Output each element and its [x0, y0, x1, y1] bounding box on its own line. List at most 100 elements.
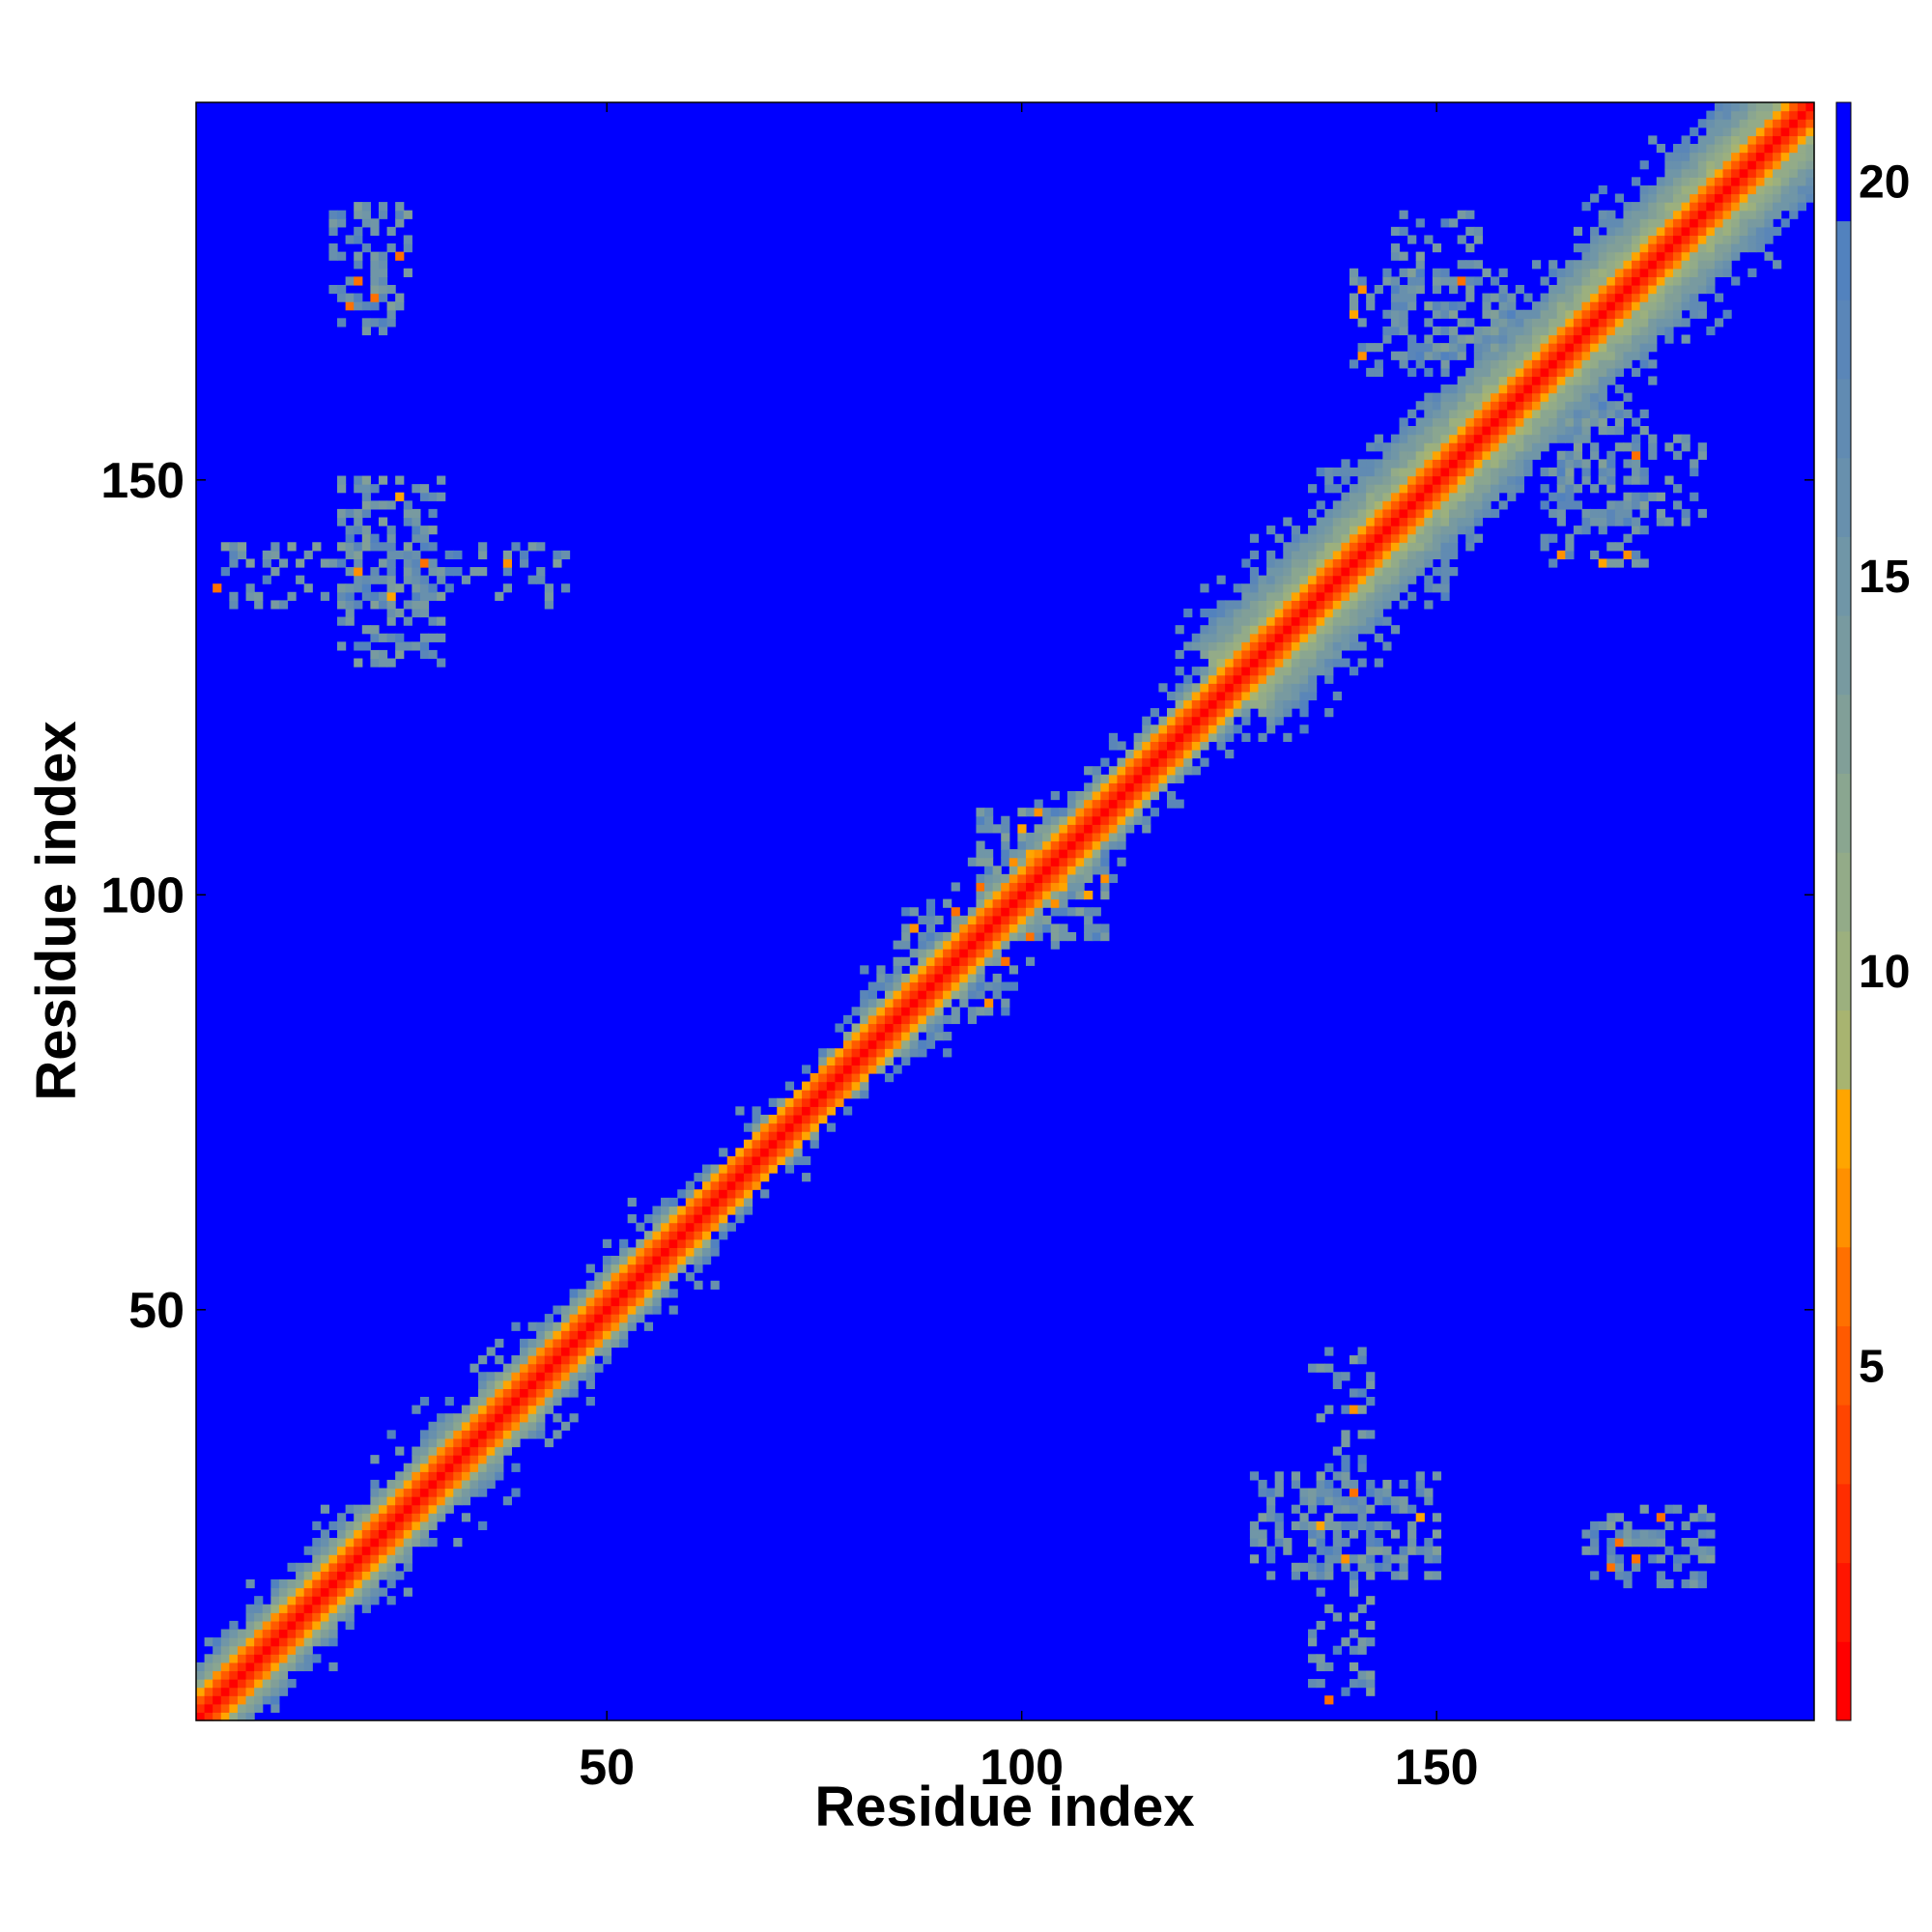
heatmap-cell	[1324, 649, 1334, 660]
heatmap-cell	[1299, 1496, 1309, 1506]
heatmap-cell	[412, 583, 421, 593]
heatmap-cell	[1374, 1546, 1383, 1555]
heatmap-cell	[1747, 218, 1757, 228]
heatmap-cell	[627, 1314, 637, 1323]
heatmap-cell	[1515, 459, 1524, 469]
heatmap-cell	[1491, 384, 1500, 394]
heatmap-cell	[1424, 351, 1434, 360]
heatmap-cell	[1084, 824, 1094, 834]
heatmap-cell	[1623, 268, 1633, 277]
heatmap-cell	[1050, 808, 1060, 817]
heatmap-cell	[1283, 616, 1293, 626]
heatmap-cell	[1025, 915, 1036, 924]
heatmap-cell	[196, 1703, 206, 1714]
heatmap-cell	[1639, 500, 1649, 510]
heatmap-cell	[677, 1264, 687, 1273]
heatmap-cell	[403, 1587, 412, 1597]
heatmap-cell	[1648, 343, 1658, 353]
heatmap-cell	[1349, 467, 1359, 477]
heatmap-cell	[1491, 417, 1500, 427]
heatmap-cell	[1382, 583, 1392, 593]
heatmap-cell	[1366, 367, 1376, 378]
heatmap-cell	[1283, 600, 1293, 610]
heatmap-cell	[1366, 1529, 1376, 1539]
heatmap-cell	[1581, 284, 1591, 295]
heatmap-cell	[478, 1455, 488, 1464]
heatmap-cell	[1374, 600, 1383, 610]
heatmap-cell	[1324, 667, 1334, 676]
heatmap-cell	[1780, 202, 1790, 212]
heatmap-cell	[1540, 500, 1549, 510]
heatmap-cell	[1415, 484, 1425, 494]
heatmap-cell	[1465, 417, 1475, 427]
heatmap-cell	[196, 1662, 206, 1672]
heatmap-cell	[1324, 475, 1334, 485]
heatmap-cell	[1697, 1504, 1707, 1514]
heatmap-cell	[1565, 326, 1575, 336]
heatmap-cell	[1639, 409, 1649, 419]
heatmap-cell	[984, 915, 994, 924]
heatmap-cell	[1100, 857, 1110, 867]
heatmap-cell	[578, 1372, 587, 1381]
heatmap-cell	[1241, 625, 1251, 635]
heatmap-cell	[1382, 309, 1392, 319]
heatmap-cell	[1308, 1679, 1318, 1689]
heatmap-cell	[1357, 550, 1367, 560]
heatmap-cell	[1108, 782, 1119, 792]
heatmap-cell	[337, 218, 347, 228]
heatmap-cell	[1531, 434, 1542, 443]
heatmap-cell	[361, 533, 371, 543]
heatmap-cell	[278, 1645, 289, 1655]
heatmap-cell	[826, 1081, 837, 1091]
heatmap-cell	[1457, 492, 1466, 501]
heatmap-cell	[1432, 500, 1442, 510]
heatmap-cell	[1050, 832, 1060, 842]
heatmap-cell	[1349, 667, 1359, 676]
heatmap-cell	[1457, 376, 1466, 385]
heatmap-cell	[1100, 774, 1110, 783]
heatmap-cell	[220, 1654, 230, 1663]
heatmap-cell	[1308, 1520, 1318, 1531]
heatmap-cell	[1316, 467, 1325, 477]
heatmap-cell	[1515, 384, 1524, 394]
heatmap-cell	[1440, 575, 1450, 584]
heatmap-cell	[1690, 1538, 1699, 1548]
heatmap-cell	[320, 1504, 330, 1514]
heatmap-cell	[1332, 526, 1342, 535]
heatmap-cell	[1540, 301, 1549, 311]
heatmap-cell	[1706, 218, 1716, 228]
heatmap-cell	[1731, 110, 1741, 120]
heatmap-cell	[1465, 484, 1475, 494]
heatmap-cell	[1639, 326, 1649, 336]
heatmap-cell	[1690, 218, 1699, 228]
heatmap-cell	[395, 202, 405, 212]
heatmap-cell	[1639, 260, 1649, 270]
heatmap-cell	[1648, 301, 1658, 311]
heatmap-cell	[370, 1596, 380, 1605]
heatmap-cell	[1565, 376, 1575, 385]
heatmap-cell	[1623, 533, 1633, 543]
heatmap-cell	[1324, 1554, 1334, 1564]
heatmap-cell	[229, 1703, 239, 1714]
heatmap-cell	[643, 1305, 654, 1315]
heatmap-cell	[428, 1446, 438, 1456]
heatmap-cell	[1407, 1504, 1417, 1514]
heatmap-cell	[220, 1629, 230, 1638]
heatmap-cell	[1515, 351, 1524, 360]
heatmap-cell	[453, 1479, 463, 1490]
heatmap-cell	[1366, 533, 1376, 543]
heatmap-cell	[1216, 608, 1226, 618]
heatmap-cell	[1415, 359, 1425, 369]
heatmap-cell	[1216, 658, 1226, 668]
heatmap-cell	[1366, 583, 1376, 593]
heatmap-cell	[1789, 152, 1799, 161]
heatmap-cell	[1432, 1513, 1442, 1522]
heatmap-cell	[1100, 882, 1110, 892]
heatmap-cell	[652, 1296, 662, 1307]
heatmap-cell	[287, 591, 297, 601]
heatmap-cell	[1690, 276, 1699, 286]
heatmap-cell	[1440, 550, 1450, 560]
heatmap-cell	[1017, 840, 1027, 850]
heatmap-cell	[951, 923, 960, 933]
heatmap-cell	[1639, 276, 1649, 286]
